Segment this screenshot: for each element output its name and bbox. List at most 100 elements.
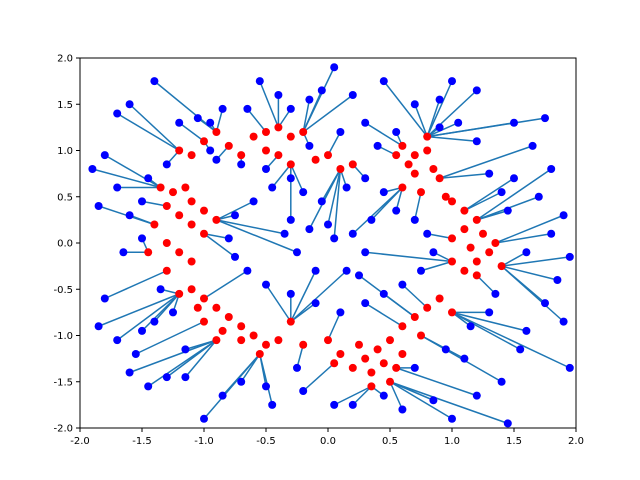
- red-point: [398, 183, 407, 192]
- blue-point: [280, 229, 289, 238]
- blue-point: [373, 141, 382, 150]
- red-point: [330, 359, 339, 368]
- red-point: [200, 229, 208, 238]
- blue-point: [336, 128, 345, 136]
- blue-point: [162, 160, 171, 169]
- connector-line: [327, 312, 342, 341]
- connector-line: [116, 293, 180, 341]
- red-point: [392, 151, 401, 160]
- blue-point: [262, 280, 270, 289]
- blue-point: [497, 188, 506, 197]
- blue-point: [510, 118, 518, 127]
- blue-point: [410, 215, 419, 224]
- red-point: [187, 285, 196, 294]
- blue-point: [150, 77, 159, 86]
- red-point: [410, 151, 419, 160]
- red-point: [448, 197, 456, 206]
- connector-line: [427, 233, 453, 240]
- red-point: [324, 151, 332, 160]
- connector-line: [439, 145, 533, 179]
- y-tick-label: -2.0: [53, 424, 73, 435]
- red-point: [485, 248, 494, 257]
- red-point: [262, 128, 270, 136]
- blue-point: [169, 308, 177, 317]
- blue-point: [317, 197, 326, 206]
- red-point: [460, 266, 469, 275]
- blue-point: [559, 317, 568, 326]
- blue-point: [460, 354, 469, 363]
- connector-line: [420, 260, 453, 272]
- connector-line: [98, 293, 180, 327]
- connector-line: [439, 172, 490, 179]
- y-axis-ticks: -2.0 -1.5 -1.0 -0.5 0.0 0.5 1.0 1.5 2.0: [53, 54, 80, 435]
- red-point: [162, 239, 171, 247]
- connector-line: [327, 168, 342, 225]
- blue-point: [503, 419, 512, 428]
- blue-point: [100, 294, 109, 303]
- blue-point: [274, 91, 283, 99]
- connector-line: [463, 177, 515, 212]
- red-point: [472, 271, 481, 280]
- blue-point: [206, 118, 215, 127]
- red-point: [460, 225, 469, 234]
- red-point: [373, 345, 382, 354]
- blue-point: [150, 317, 159, 326]
- blue-point: [472, 391, 481, 400]
- red-point: [423, 146, 432, 155]
- blue-point: [206, 146, 215, 155]
- blue-point: [379, 289, 388, 298]
- red-point: [448, 257, 456, 266]
- red-point: [336, 350, 345, 358]
- blue-point: [410, 363, 419, 372]
- blue-point: [342, 183, 351, 192]
- connector-line: [216, 219, 298, 253]
- red-point: [367, 368, 376, 377]
- red-point: [249, 132, 258, 141]
- red-point: [410, 169, 419, 178]
- blue-point: [162, 373, 171, 382]
- red-point: [361, 354, 370, 363]
- red-point: [200, 206, 208, 215]
- y-tick-label: 2.0: [57, 54, 73, 65]
- blue-point: [423, 229, 432, 238]
- x-tick-label: 1.0: [444, 436, 460, 447]
- blue-point: [454, 118, 463, 127]
- blue-point: [348, 91, 357, 99]
- red-point: [144, 248, 153, 257]
- blue-point: [348, 229, 357, 238]
- blue-point: [541, 299, 549, 308]
- blue-point: [398, 405, 407, 414]
- red-point: [286, 132, 295, 141]
- red-point: [200, 317, 208, 326]
- x-tick-label: -1.0: [194, 436, 214, 447]
- connector-line: [302, 99, 311, 133]
- x-tick-label: 0.5: [382, 436, 398, 447]
- blue-point: [435, 123, 444, 132]
- red-point: [423, 303, 432, 312]
- connector-line: [476, 274, 496, 295]
- connector-line: [414, 191, 422, 221]
- blue-point: [361, 174, 370, 183]
- blue-point: [491, 289, 500, 298]
- red-point: [224, 313, 233, 321]
- blue-point: [516, 345, 525, 354]
- x-tick-label: -0.5: [256, 436, 276, 447]
- red-point: [200, 137, 208, 146]
- connector-line: [141, 200, 167, 207]
- connector-line: [246, 108, 267, 133]
- blue-point: [138, 197, 146, 206]
- connector-line: [129, 339, 217, 374]
- red-point: [386, 377, 394, 386]
- blue-point: [510, 174, 518, 183]
- y-tick-label: -0.5: [53, 285, 73, 296]
- connector-line: [290, 270, 348, 323]
- red-point: [237, 336, 246, 345]
- x-tick-label: 2.0: [568, 436, 584, 447]
- blue-point: [293, 248, 301, 257]
- connector-line: [401, 284, 428, 309]
- blue-point: [330, 234, 339, 243]
- blue-point: [485, 308, 494, 317]
- blue-point: [547, 229, 556, 238]
- blue-point: [305, 225, 314, 234]
- blue-point: [441, 345, 450, 354]
